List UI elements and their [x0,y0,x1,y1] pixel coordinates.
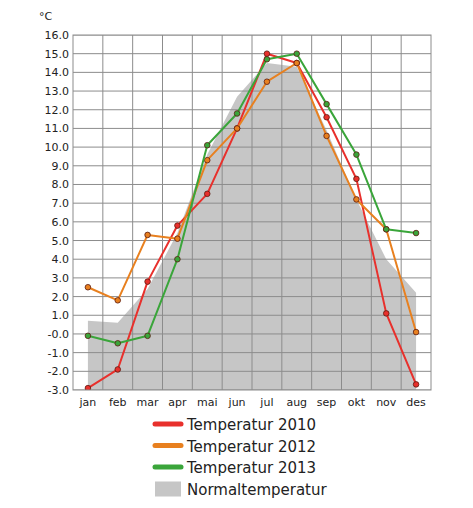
marker [234,126,240,132]
marker [294,60,300,66]
marker [204,157,210,163]
y-tick-label: 12.0 [45,104,70,117]
legend-swatch [155,482,181,497]
y-tick-label: 5.0 [52,235,70,248]
grid-line-x [222,35,223,390]
marker [264,56,270,62]
legend-swatch [155,465,181,470]
marker [115,367,121,373]
y-tick-label: 6.0 [52,216,70,229]
y-tick-label: 11.0 [45,122,70,135]
marker [324,101,330,107]
marker [234,111,240,117]
legend-label: Temperatur 2013 [186,459,316,477]
grid-line-x [162,35,163,390]
grid-line-x [341,35,342,390]
marker [264,79,270,85]
marker [354,197,360,203]
x-tick-label: mai [197,396,218,409]
marker [383,311,389,317]
plot-area [73,35,431,390]
marker [234,126,240,132]
y-tick-label: -2.0 [48,365,69,378]
legend-label: Temperatur 2010 [186,416,316,434]
y-tick-label: 14.0 [45,66,70,79]
x-tick-label: jul [259,396,273,409]
y-tick-label: 9.0 [52,160,70,173]
x-tick-label: aug [286,396,307,409]
marker [413,382,419,388]
marker [264,51,270,57]
marker [175,223,181,229]
marker [204,142,210,148]
marker [324,114,330,120]
x-tick-label: des [406,396,426,409]
marker [145,333,151,339]
marker [383,227,389,233]
marker [294,51,300,57]
legend: Temperatur 2010 Temperatur 2012 Temperatur… [155,416,327,499]
y-tick-label: 15.0 [45,48,70,61]
x-tick-label: jun [228,396,246,409]
grid-line-x [192,35,193,390]
plot-background [73,35,431,390]
grid-line-x [401,35,402,390]
grid-line-x [102,35,103,390]
x-tick-label: nov [376,396,397,409]
line-series [88,63,416,332]
y-tick-label: -3.0 [48,384,69,397]
x-tick-label: sep [317,396,336,409]
marker [145,232,151,238]
marker [85,333,91,339]
marker [354,176,360,182]
y-tick-label: 1.0 [52,309,70,322]
marker [175,256,181,262]
y-tick-label: -0.0 [48,328,69,341]
x-tick-label: apr [168,396,187,409]
marker [115,298,121,304]
marker [413,230,419,236]
legend-label: Temperatur 2012 [186,438,316,456]
line-series [88,54,416,388]
y-tick-label: 10.0 [45,141,70,154]
y-tick-label: 16.0 [45,29,70,42]
marker [294,60,300,66]
marker [383,227,389,233]
x-tick-label: jan [79,396,97,409]
marker [354,152,360,158]
y-tick-label: 3.0 [52,272,70,285]
grid-line-x [132,35,133,390]
y-tick-label: 13.0 [45,85,70,98]
chart: -3.0 -2.0 -1.0 -0.0 1.0 2.0 3.0 4.0 5.0 6.0 7.0 8.0… [0,0,473,508]
marker [175,236,181,242]
marker [413,329,419,335]
x-tick-label: mar [137,396,159,409]
y-tick-label: 7.0 [52,197,70,210]
legend-swatch [155,443,181,448]
y-tick-label: -1.0 [48,347,69,360]
marker [145,279,151,285]
y-tick-label: 4.0 [52,253,70,266]
marker [85,284,91,290]
legend-swatch [155,422,181,427]
marker [324,133,330,139]
grid-line-x [281,35,282,390]
grid-line-x [371,35,372,390]
legend-label: Normaltemperatur [187,481,327,499]
line-series [88,54,416,344]
plot-frame [73,35,431,390]
y-axis-label: °C [39,10,53,23]
marker [85,385,91,390]
marker [204,191,210,197]
y-tick-label: 2.0 [52,291,70,304]
y-tick-label: 8.0 [52,178,70,191]
marker [115,340,121,346]
x-tick-label: feb [109,396,127,409]
x-tick-label: okt [348,396,366,409]
